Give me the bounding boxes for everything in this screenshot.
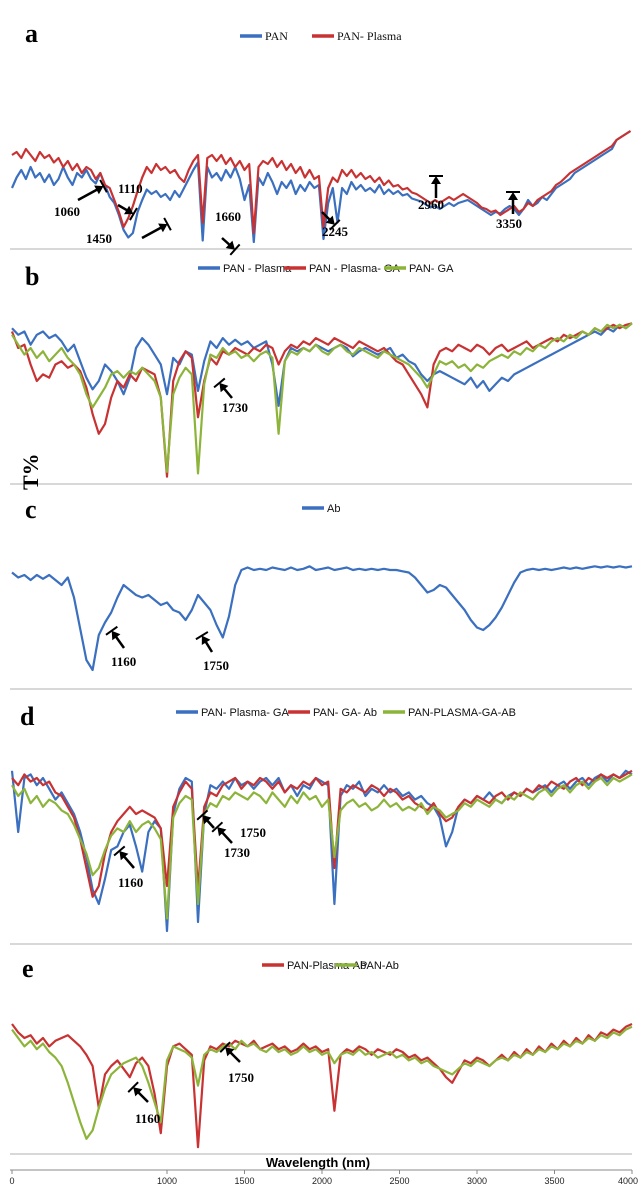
annotation-tick (113, 845, 126, 857)
panel-a: a PAN PAN- Plasma 1060 1110 1450 1660 2245 2960 3… (10, 19, 632, 256)
legend-label: PAN - Plasma (223, 263, 292, 275)
annotation-tick (105, 625, 118, 636)
legend-label: PAN- GA- Ab (313, 707, 377, 719)
x-tick-label: 2500 (389, 1176, 409, 1186)
panel-letter: e (22, 954, 34, 983)
panel-letter: d (20, 702, 35, 731)
peak-annotation: 3350 (496, 216, 522, 231)
annotation-arrowhead (225, 1047, 235, 1057)
x-axis-ticks: 0 1000 1500 2000 2500 3000 3500 4000 (9, 1170, 638, 1186)
panel-b: b PAN - Plasma PAN - Plasma- GA PAN- GA 1730 (10, 262, 633, 485)
annotation-arrowhead (325, 215, 335, 225)
legend-label: PAN-Ab (360, 960, 399, 972)
legend-label: PAN - Plasma- GA (309, 263, 401, 275)
x-tick-label: 1000 (157, 1176, 177, 1186)
annotation-arrowhead (124, 205, 134, 215)
annotation-arrowhead (158, 223, 168, 233)
annotation-arrowhead (119, 851, 129, 861)
x-axis-label: Wavelength (nm) (266, 1155, 370, 1170)
x-tick-label: 1500 (234, 1176, 254, 1186)
panels: a PAN PAN- Plasma 1060 1110 1450 1660 2245 2960 3… (10, 19, 633, 1155)
legend-label: PAN-PLASMA-GA-AB (408, 707, 516, 719)
legend-label: PAN (265, 29, 288, 43)
annotation-arrowhead (219, 382, 229, 393)
annotation-arrowhead (217, 827, 227, 837)
legend-label: PAN-Plasma-Ab (287, 960, 366, 972)
series-line-pan-ga-ab (11, 769, 633, 898)
series-line-ab (11, 565, 633, 672)
annotation-tick (211, 821, 224, 833)
legend-label: PAN- Plasma (337, 29, 402, 43)
x-tick-label: 3000 (467, 1176, 487, 1186)
annotation-arrowhead (431, 176, 441, 184)
panel-letter: c (25, 495, 37, 524)
panel-d: d PAN- Plasma- GA PAN- GA- Ab PAN-PLASMA-GA… (10, 702, 633, 945)
series-line-pan-plasma (11, 130, 632, 235)
annotation-tick (127, 1081, 139, 1093)
annotation-arrowhead (508, 192, 518, 200)
legend-label: Ab (327, 503, 340, 515)
panel-letter: a (25, 19, 38, 48)
series-line-pan-plasma (11, 322, 633, 407)
series-line-pan-plasma-ga-ab (11, 773, 633, 920)
annotation-tick (129, 207, 138, 221)
peak-annotation: 1160 (111, 654, 136, 669)
peak-annotation: 1750 (203, 658, 229, 673)
annotation-tick (163, 217, 172, 231)
peak-annotation: 1750 (240, 825, 266, 840)
x-tick-label: 4000 (618, 1176, 638, 1186)
peak-annotation: 1450 (86, 231, 112, 246)
peak-annotation: 2960 (418, 197, 444, 212)
peak-annotation: 1660 (215, 209, 241, 224)
annotation-arrowhead (225, 240, 235, 250)
series-line-pan-ab (11, 1025, 633, 1140)
legend-label: PAN- Plasma- GA (201, 707, 289, 719)
annotation-arrowhead (94, 185, 104, 195)
x-tick-label: 0 (9, 1176, 14, 1186)
annotation-tick (196, 809, 209, 821)
series-line-pan-plasma-ab (11, 1022, 633, 1149)
y-axis-label: T% (18, 453, 43, 490)
annotation-arrowhead (133, 1087, 143, 1097)
annotation-arrowhead (201, 635, 211, 645)
panel-c: c Ab 1160 1750 (10, 495, 633, 690)
annotation-tick (229, 243, 241, 256)
peak-annotation: 1750 (228, 1070, 254, 1085)
peak-annotation: 2245 (322, 224, 349, 239)
peak-annotation: 1060 (54, 204, 80, 219)
series-line-pan-ga (11, 322, 633, 475)
panel-letter: b (25, 262, 39, 291)
annotation-tick (195, 631, 209, 641)
x-tick-label: 3500 (544, 1176, 564, 1186)
peak-annotation: 1730 (222, 400, 248, 415)
annotation-arrow (141, 224, 165, 240)
annotation-tick (213, 377, 226, 389)
peak-annotation: 1730 (224, 845, 250, 860)
annotation-arrow (77, 186, 101, 202)
legend-label: PAN- GA (409, 263, 454, 275)
annotation-tick (329, 219, 341, 231)
annotation-arrowhead (202, 815, 212, 825)
annotation-tick (219, 1041, 231, 1053)
peak-annotation: 1160 (135, 1111, 160, 1126)
annotation-arrowhead (111, 630, 121, 641)
peak-annotation: 1160 (118, 875, 143, 890)
annotation-tick (99, 179, 108, 193)
series-line-pan-plasma-ga (10, 322, 633, 478)
peak-annotation: 1110 (118, 181, 143, 196)
x-tick-label: 2000 (312, 1176, 332, 1186)
